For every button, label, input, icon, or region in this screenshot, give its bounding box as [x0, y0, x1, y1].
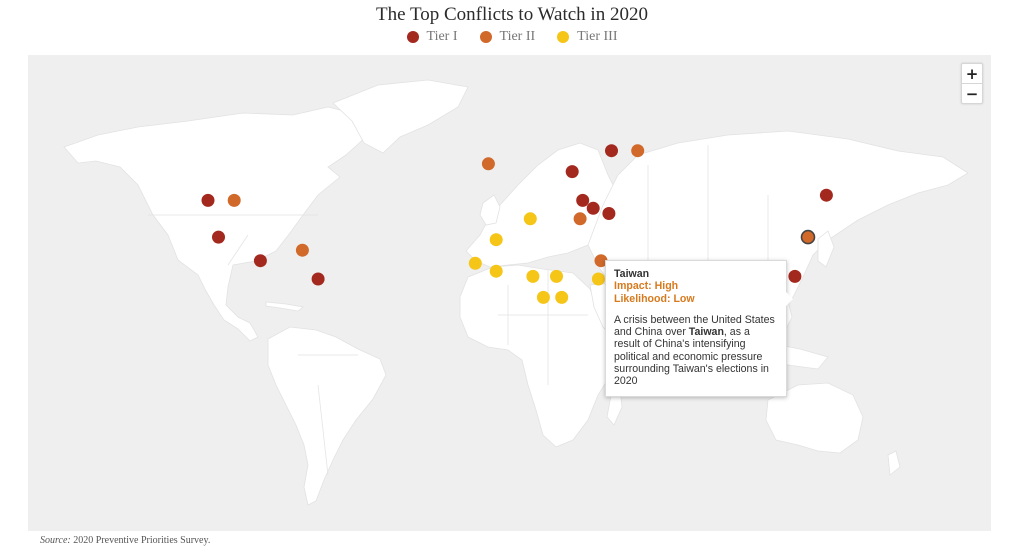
conflict-marker-central-america[interactable] — [253, 254, 267, 268]
legend: Tier I Tier II Tier III — [0, 29, 1024, 45]
conflict-marker-syria[interactable] — [586, 201, 600, 215]
chart-title: The Top Conflicts to Watch in 2020 — [376, 4, 648, 25]
africa — [459, 264, 625, 448]
australia — [765, 382, 864, 454]
country-borders — [148, 145, 769, 476]
conflict-marker-united-states-west[interactable] — [201, 193, 215, 207]
legend-swatch-tier-1 — [406, 31, 419, 43]
north-america — [63, 106, 369, 342]
legend-label-tier-2: Tier II — [499, 29, 536, 44]
legend-item-tier-2[interactable]: Tier II — [479, 29, 536, 45]
conflict-marker-turkey[interactable] — [576, 193, 590, 207]
conflict-marker-burkina-faso[interactable] — [489, 264, 503, 278]
conflict-marker-yemen[interactable] — [594, 254, 608, 268]
landmasses — [63, 79, 969, 506]
conflict-marker-ukraine[interactable] — [565, 165, 579, 179]
source-label: Source: — [40, 535, 71, 546]
conflict-marker-central-african-republic[interactable] — [536, 290, 550, 304]
legend-item-tier-1[interactable]: Tier I — [406, 29, 458, 45]
conflict-marker-mexico[interactable] — [212, 230, 225, 244]
conflict-marker-russia-east[interactable] — [631, 144, 645, 158]
conflict-marker-venezuela[interactable] — [311, 272, 325, 286]
source-text: 2020 Preventive Priorities Survey. — [70, 535, 211, 546]
south-america — [267, 326, 387, 506]
greenland — [332, 79, 469, 154]
world-map[interactable]: + − Taiwan Impact: High Likelihood: Low … — [28, 55, 991, 531]
tooltip-description-part-1: A crisis between the United States and C… — [614, 313, 775, 339]
conflict-marker-egypt[interactable] — [489, 233, 503, 247]
conflict-markers[interactable] — [201, 144, 833, 304]
tooltip-likelihood: Likelihood: Low — [614, 292, 695, 305]
conflict-marker-north-korea[interactable] — [819, 188, 833, 202]
new-zealand — [887, 450, 901, 476]
conflict-marker-haiti[interactable] — [295, 243, 309, 257]
conflict-tooltip: Taiwan Impact: High Likelihood: Low A cr… — [605, 260, 793, 397]
tooltip-description-part-2: , as a result of China's intensifying po… — [614, 326, 769, 388]
conflict-marker-philippines[interactable] — [788, 269, 802, 283]
conflict-marker-ethiopia[interactable] — [591, 272, 605, 286]
zoom-out-button[interactable]: − — [962, 83, 982, 103]
british-isles — [479, 194, 501, 226]
conflict-marker-russia[interactable] — [605, 144, 618, 158]
conflict-marker-united-kingdom[interactable] — [481, 157, 495, 171]
conflict-marker-mali[interactable] — [468, 256, 482, 270]
conflict-marker-dr-congo[interactable] — [555, 290, 569, 304]
caribbean — [265, 301, 304, 312]
legend-label-tier-1: Tier I — [426, 29, 458, 44]
tooltip-title: Taiwan — [614, 268, 650, 280]
conflict-marker-libya[interactable] — [523, 212, 537, 226]
tooltip-impact: Impact: High — [614, 280, 679, 293]
conflict-marker-israel[interactable] — [573, 212, 587, 226]
map-canvas[interactable] — [28, 55, 991, 531]
conflict-marker-iraq[interactable] — [602, 207, 616, 220]
legend-label-tier-3: Tier III — [577, 29, 618, 44]
japan — [817, 230, 835, 268]
zoom-controls: + − — [961, 63, 983, 104]
tooltip-description-bold: Taiwan — [688, 326, 724, 339]
legend-swatch-tier-2 — [479, 31, 492, 43]
conflict-marker-nigeria[interactable] — [526, 269, 540, 283]
legend-swatch-tier-3 — [557, 31, 570, 43]
conflict-marker-taiwan[interactable] — [800, 229, 816, 245]
tooltip-description: A crisis between the United States and C… — [614, 314, 778, 388]
zoom-in-button[interactable]: + — [965, 64, 979, 83]
conflict-marker-south-sudan[interactable] — [550, 269, 563, 283]
source-note: Source: 2020 Preventive Priorities Surve… — [40, 535, 210, 546]
conflict-marker-united-states-east[interactable] — [227, 193, 241, 207]
legend-item-tier-3[interactable]: Tier III — [557, 29, 617, 45]
